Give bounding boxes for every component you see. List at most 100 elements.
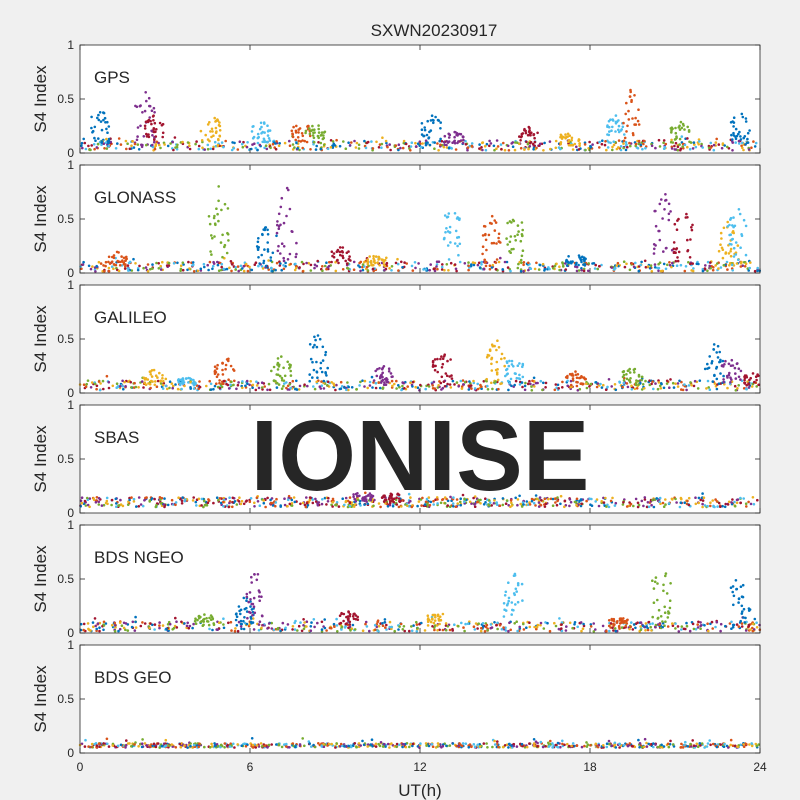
data-point	[674, 141, 678, 145]
data-point	[299, 502, 302, 506]
data-point	[661, 620, 664, 623]
data-point	[175, 145, 179, 149]
data-point	[319, 141, 323, 145]
data-point	[433, 358, 437, 361]
data-point	[724, 252, 727, 255]
data-point	[600, 142, 604, 146]
data-point	[535, 625, 539, 629]
data-point	[735, 501, 739, 505]
data-point	[372, 379, 376, 382]
data-point	[506, 379, 510, 383]
data-point	[466, 146, 470, 149]
data-point	[211, 130, 214, 133]
data-point	[594, 628, 597, 631]
data-point	[138, 264, 141, 268]
data-point	[614, 629, 618, 633]
data-point	[604, 140, 607, 143]
data-point	[216, 212, 219, 216]
data-point	[662, 141, 665, 145]
data-point	[363, 379, 367, 383]
data-point	[222, 623, 225, 626]
data-point	[229, 260, 233, 263]
data-point	[210, 742, 213, 746]
data-point	[656, 617, 660, 620]
data-point	[416, 142, 420, 145]
data-point	[268, 388, 272, 392]
data-point	[323, 496, 327, 500]
data-point	[578, 376, 581, 380]
data-point	[731, 237, 734, 241]
data-point	[737, 601, 740, 604]
data-point	[378, 263, 381, 267]
data-point	[645, 625, 648, 628]
data-point	[101, 379, 105, 383]
data-point	[305, 620, 309, 623]
data-point	[424, 387, 428, 391]
data-point	[684, 265, 688, 268]
data-point	[288, 502, 292, 506]
data-point	[634, 261, 637, 265]
data-point	[294, 262, 297, 266]
data-point	[516, 141, 519, 144]
data-point	[95, 146, 99, 149]
data-point	[208, 121, 211, 124]
data-point	[365, 500, 368, 503]
data-point	[140, 745, 144, 749]
data-point	[468, 380, 471, 383]
data-point	[583, 143, 587, 146]
data-point	[430, 743, 434, 746]
data-point	[449, 495, 452, 499]
data-point	[106, 502, 109, 506]
data-point	[652, 505, 656, 509]
data-point	[739, 501, 742, 505]
data-point	[459, 139, 463, 142]
data-point	[732, 594, 736, 598]
data-point	[522, 261, 526, 264]
data-point	[434, 624, 437, 627]
data-point	[605, 742, 609, 745]
data-point	[694, 496, 697, 500]
data-point	[263, 146, 266, 150]
data-point	[516, 224, 520, 227]
data-point	[313, 335, 316, 339]
data-point	[694, 502, 698, 506]
data-point	[595, 385, 599, 389]
data-point	[449, 261, 453, 265]
data-point	[515, 376, 519, 380]
data-point	[398, 385, 401, 389]
data-point	[724, 624, 727, 628]
data-point	[389, 372, 393, 375]
data-point	[474, 622, 478, 625]
data-point	[322, 379, 326, 383]
data-point	[232, 146, 236, 150]
data-point	[145, 143, 148, 147]
data-point	[623, 136, 627, 140]
data-point	[481, 622, 485, 625]
data-point	[292, 496, 296, 499]
data-point	[715, 377, 719, 381]
data-point	[117, 137, 121, 140]
data-point	[123, 267, 127, 270]
data-point	[419, 383, 422, 387]
data-point	[671, 381, 675, 385]
data-point	[257, 237, 260, 240]
data-point	[189, 381, 192, 384]
data-point	[619, 145, 623, 148]
data-point	[281, 621, 285, 625]
data-point	[742, 497, 745, 500]
data-point	[530, 499, 534, 503]
data-point	[454, 267, 458, 271]
data-point	[250, 602, 253, 606]
data-point	[468, 144, 472, 148]
data-point	[441, 357, 445, 361]
data-point	[250, 581, 253, 584]
data-point	[640, 375, 644, 379]
data-point	[282, 245, 286, 248]
data-point	[239, 612, 242, 616]
data-point	[743, 265, 747, 268]
data-point	[532, 738, 536, 741]
data-point	[692, 267, 695, 270]
data-point	[117, 269, 121, 273]
data-point	[486, 384, 489, 388]
data-point	[488, 264, 492, 268]
